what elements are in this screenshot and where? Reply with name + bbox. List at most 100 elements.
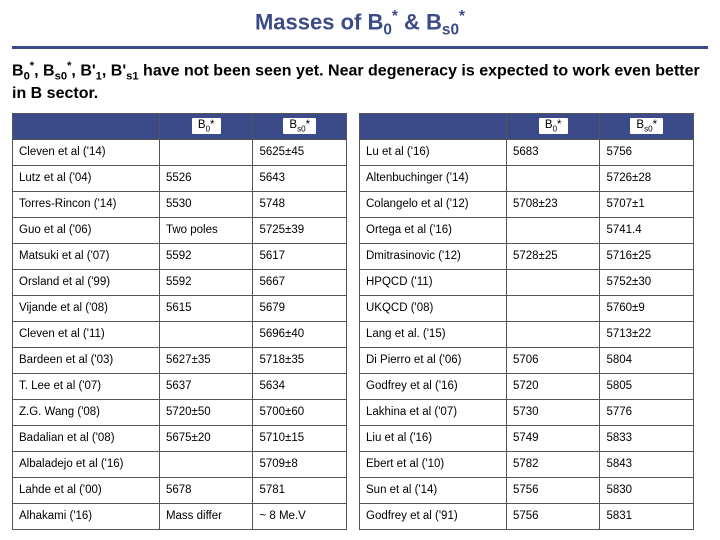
slide: Masses of B0* & Bs0* B0*, Bs0*, B'1, B's… (0, 0, 720, 540)
b0-cell: Mass differ (159, 503, 253, 529)
table-row: Bardeen et al ('03) 5627±35 5718±35 (13, 347, 347, 373)
bs0-cell: 5710±15 (253, 425, 347, 451)
table-row: Alhakami ('16) Mass differ ~ 8 Me.V (13, 503, 347, 529)
bs0-cell: 5804 (600, 347, 694, 373)
b0-cell: Two poles (159, 217, 253, 243)
bs0-cell: 5830 (600, 477, 694, 503)
ref-cell: Sun et al ('14) (360, 477, 507, 503)
header-bs0: Bs0* (253, 113, 347, 139)
b0-cell: 5720 (506, 373, 600, 399)
header-b0: B0* (159, 113, 253, 139)
bs0-cell: 5833 (600, 425, 694, 451)
table-row: HPQCD ('11) 5752±30 (360, 269, 694, 295)
bs0-cell: 5713±22 (600, 321, 694, 347)
table-row: Cleven et al ('11) 5696±40 (13, 321, 347, 347)
table-row: Z.G. Wang ('08) 5720±50 5700±60 (13, 399, 347, 425)
table-row: Godfrey et al ('16) 5720 5805 (360, 373, 694, 399)
bs0-cell: 5716±25 (600, 243, 694, 269)
b0-cell: 5526 (159, 165, 253, 191)
ref-cell: Cleven et al ('11) (13, 321, 160, 347)
table-row: Matsuki et al ('07) 5592 5617 (13, 243, 347, 269)
table-row: Di Pierro et al ('06) 5706 5804 (360, 347, 694, 373)
b0-cell (159, 321, 253, 347)
table-row: Lakhina et al ('07) 5730 5776 (360, 399, 694, 425)
b0-cell (506, 217, 600, 243)
ref-cell: UKQCD ('08) (360, 295, 507, 321)
table-header-row: B0* Bs0* (360, 113, 694, 139)
table-row: Lahde et al ('00) 5678 5781 (13, 477, 347, 503)
title-divider (12, 46, 708, 49)
table-row: Lutz et al ('04) 5526 5643 (13, 165, 347, 191)
bs0-cell: 5634 (253, 373, 347, 399)
bs0-cell: 5756 (600, 139, 694, 165)
table-row: Sun et al ('14) 5756 5830 (360, 477, 694, 503)
b0-cell: 5627±35 (159, 347, 253, 373)
ref-cell: Albaladejo et al ('16) (13, 451, 160, 477)
ref-cell: Z.G. Wang ('08) (13, 399, 160, 425)
table-row: Ortega et al ('16) 5741.4 (360, 217, 694, 243)
header-bs0: Bs0* (600, 113, 694, 139)
ref-cell: Ortega et al ('16) (360, 217, 507, 243)
ref-cell: Dmitrasinovic ('12) (360, 243, 507, 269)
ref-cell: T. Lee et al ('07) (13, 373, 160, 399)
table-row: Guo et al ('06) Two poles 5725±39 (13, 217, 347, 243)
b0-cell: 5728±25 (506, 243, 600, 269)
b0-cell: 5615 (159, 295, 253, 321)
b0-cell: 5756 (506, 503, 600, 529)
bs0-cell: 5718±35 (253, 347, 347, 373)
bs0-cell: 5805 (600, 373, 694, 399)
mass-table-left: B0* Bs0* Cleven et al ('14) 5625±45 Lutz… (12, 113, 347, 530)
ref-cell: Alhakami ('16) (13, 503, 160, 529)
bs0-cell: 5752±30 (600, 269, 694, 295)
table-row: Godfrey et al ('91) 5756 5831 (360, 503, 694, 529)
ref-cell: HPQCD ('11) (360, 269, 507, 295)
b0-cell (506, 295, 600, 321)
b0-cell: 5530 (159, 191, 253, 217)
bs0-cell: 5643 (253, 165, 347, 191)
b0-cell (506, 321, 600, 347)
table-row: Torres-Rincon ('14) 5530 5748 (13, 191, 347, 217)
b0-cell: 5592 (159, 243, 253, 269)
b0-cell: 5675±20 (159, 425, 253, 451)
table-row: Colangelo et al ('12) 5708±23 5707±1 (360, 191, 694, 217)
ref-cell: Ebert et al ('10) (360, 451, 507, 477)
bs0-cell: 5760±9 (600, 295, 694, 321)
ref-cell: Liu et al ('16) (360, 425, 507, 451)
bs0-cell: 5700±60 (253, 399, 347, 425)
table-row: Badalian et al ('08) 5675±20 5710±15 (13, 425, 347, 451)
ref-cell: Lutz et al ('04) (13, 165, 160, 191)
table-row: Orsland et al ('99) 5592 5667 (13, 269, 347, 295)
b0-cell (506, 165, 600, 191)
table-row: Altenbuchinger ('14) 5726±28 (360, 165, 694, 191)
bs0-cell: 5667 (253, 269, 347, 295)
b0-cell: 5782 (506, 451, 600, 477)
bs0-cell: 5709±8 (253, 451, 347, 477)
header-blank (360, 113, 507, 139)
bs0-cell: 5679 (253, 295, 347, 321)
table-row: Cleven et al ('14) 5625±45 (13, 139, 347, 165)
b0-cell (159, 139, 253, 165)
ref-cell: Badalian et al ('08) (13, 425, 160, 451)
bs0-cell: 5707±1 (600, 191, 694, 217)
table-row: UKQCD ('08) 5760±9 (360, 295, 694, 321)
bs0-cell: 5726±28 (600, 165, 694, 191)
ref-cell: Lu et al ('16) (360, 139, 507, 165)
bs0-cell: 5843 (600, 451, 694, 477)
table-row: Lu et al ('16) 5683 5756 (360, 139, 694, 165)
table-right-body: Lu et al ('16) 5683 5756 Altenbuchinger … (360, 139, 694, 529)
ref-cell: Altenbuchinger ('14) (360, 165, 507, 191)
b0-cell (159, 451, 253, 477)
ref-cell: Lahde et al ('00) (13, 477, 160, 503)
ref-cell: Orsland et al ('99) (13, 269, 160, 295)
ref-cell: Bardeen et al ('03) (13, 347, 160, 373)
table-row: Ebert et al ('10) 5782 5843 (360, 451, 694, 477)
table-row: T. Lee et al ('07) 5637 5634 (13, 373, 347, 399)
mass-table-right: B0* Bs0* Lu et al ('16) 5683 5756 Altenb… (359, 113, 694, 530)
ref-cell: Godfrey et al ('16) (360, 373, 507, 399)
header-blank (13, 113, 160, 139)
table-row: Vijande et al ('08) 5615 5679 (13, 295, 347, 321)
ref-cell: Torres-Rincon ('14) (13, 191, 160, 217)
bs0-cell: 5741.4 (600, 217, 694, 243)
bs0-cell: 5696±40 (253, 321, 347, 347)
ref-cell: Cleven et al ('14) (13, 139, 160, 165)
